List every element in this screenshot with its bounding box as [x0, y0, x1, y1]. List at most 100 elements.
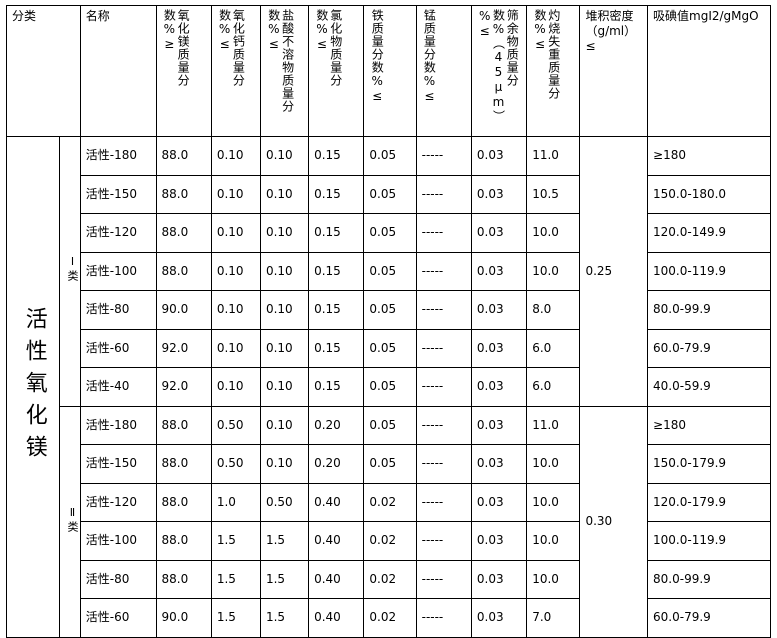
cell-mgo: 88.0 — [155, 251, 212, 291]
cell-product-name: 活性-180 — [79, 136, 157, 176]
table-row: 活性-100 88.0 0.10 0.10 0.15 0.05 ----- 0.03 10.0 1… — [7, 251, 771, 291]
cell-iron: 0.02 — [363, 521, 417, 561]
cell-sieve: 0.03 — [470, 290, 528, 330]
header-bulk-density: 堆积密度（g/ml）≤ — [579, 5, 649, 137]
cell-hcl-insoluble: 0.10 — [259, 367, 310, 407]
cell-chloride: 0.15 — [308, 174, 365, 214]
cell-hcl-insoluble: 0.10 — [259, 251, 310, 291]
cell-hcl-insoluble: 0.10 — [259, 444, 310, 484]
cell-chloride: 0.40 — [308, 598, 365, 638]
cell-iron: 0.05 — [363, 328, 417, 368]
header-chloride-label: 氯化物质量分数%≤ — [314, 9, 343, 87]
cell-manganese: ----- — [415, 328, 472, 368]
header-mgo: 氧化镁质量分数%≥ — [155, 5, 212, 137]
cell-product-name: 活性-120 — [79, 213, 157, 253]
cell-hcl-insoluble: 0.50 — [259, 482, 310, 522]
cell-mgo: 92.0 — [155, 328, 212, 368]
cell-product-name: 活性-150 — [79, 444, 157, 484]
cell-iron: 0.05 — [363, 405, 417, 445]
cell-chloride: 0.20 — [308, 444, 365, 484]
cell-cao: 0.10 — [210, 174, 261, 214]
cell-sieve: 0.03 — [470, 444, 528, 484]
cell-sieve: 0.03 — [470, 521, 528, 561]
cell-manganese: ----- — [415, 405, 472, 445]
cell-mgo: 88.0 — [155, 521, 212, 561]
cell-product-name: 活性-100 — [79, 521, 157, 561]
cell-iron: 0.05 — [363, 290, 417, 330]
cell-class-1: Ⅰ类 — [59, 136, 81, 407]
cell-mgo: 90.0 — [155, 290, 212, 330]
cell-iodine: 100.0-119.9 — [647, 251, 771, 291]
table-row: 活性-80 90.0 0.10 0.10 0.15 0.05 ----- 0.03 8.0 80.… — [7, 290, 771, 330]
cell-iron: 0.05 — [363, 136, 417, 176]
cell-hcl-insoluble: 0.10 — [259, 174, 310, 214]
cell-sieve: 0.03 — [470, 405, 528, 445]
cell-cao: 1.5 — [210, 598, 261, 638]
cell-chloride: 0.40 — [308, 559, 365, 599]
cell-hcl-insoluble: 0.10 — [259, 213, 310, 253]
table-row: 活性-60 90.0 1.5 1.5 0.40 0.02 ----- 0.03 7.0 60.0-… — [7, 598, 771, 638]
cell-iodine: ≥180 — [647, 405, 771, 445]
cell-loss-on-ignition: 10.0 — [526, 482, 581, 522]
cell-manganese: ----- — [415, 136, 472, 176]
table-row: 活性-120 88.0 1.0 0.50 0.40 0.02 ----- 0.03 10.0 12… — [7, 482, 771, 522]
specification-table: 分类 名称 氧化镁质量分数%≥ 氧化钙质量分数%≤ 盐酸不溶物质量分数%≤ 氯化… — [5, 5, 771, 638]
cell-mgo: 88.0 — [155, 482, 212, 522]
cell-loss-on-ignition: 11.0 — [526, 136, 581, 176]
cell-loss-on-ignition: 11.0 — [526, 405, 581, 445]
cell-hcl-insoluble: 1.5 — [259, 559, 310, 599]
cell-mgo: 92.0 — [155, 367, 212, 407]
cell-product-name: 活性-80 — [79, 559, 157, 599]
cell-sieve: 0.03 — [470, 213, 528, 253]
header-category: 分类 — [6, 5, 81, 137]
cell-loss-on-ignition: 10.0 — [526, 213, 581, 253]
table-row: 活性-100 88.0 1.5 1.5 0.40 0.02 ----- 0.03 10.0 100… — [7, 521, 771, 561]
cell-iodine: 40.0-59.9 — [647, 367, 771, 407]
cell-iron: 0.05 — [363, 213, 417, 253]
header-name: 名称 — [79, 5, 157, 137]
cell-cao: 0.10 — [210, 213, 261, 253]
cell-chloride: 0.15 — [308, 328, 365, 368]
cell-iron: 0.05 — [363, 444, 417, 484]
cell-loss-on-ignition: 10.0 — [526, 521, 581, 561]
cell-cao: 0.10 — [210, 136, 261, 176]
cell-manganese: ----- — [415, 251, 472, 291]
class-label: Ⅰ类 — [66, 255, 79, 284]
cell-cao: 0.10 — [210, 328, 261, 368]
header-sieve-label: 筛余物质量分数%（45μm）%≤ — [477, 9, 520, 123]
cell-manganese: ----- — [415, 598, 472, 638]
header-iron-label: 铁质量分数%≤ — [370, 9, 385, 104]
cell-product-name: 活性-60 — [79, 328, 157, 368]
cell-iodine: 120.0-149.9 — [647, 213, 771, 253]
cell-sieve: 0.03 — [470, 367, 528, 407]
cell-mgo: 88.0 — [155, 213, 212, 253]
cell-loss-on-ignition: 8.0 — [526, 290, 581, 330]
cell-cao: 0.10 — [210, 290, 261, 330]
cell-chloride: 0.15 — [308, 136, 365, 176]
cell-hcl-insoluble: 1.5 — [259, 521, 310, 561]
cell-iron: 0.05 — [363, 251, 417, 291]
table-row: 活性-60 92.0 0.10 0.10 0.15 0.05 ----- 0.03 6.0 60.… — [7, 328, 771, 368]
cell-chloride: 0.20 — [308, 405, 365, 445]
header-iron: 铁质量分数%≤ — [363, 5, 417, 137]
cell-cao: 0.50 — [210, 444, 261, 484]
header-loss-on-ignition-label: 灼烧失重质量分数%≤ — [533, 9, 561, 100]
table-row: 活性-150 88.0 0.50 0.10 0.20 0.05 ----- 0.03 10.0 1… — [7, 444, 771, 484]
cell-manganese: ----- — [415, 444, 472, 484]
header-mgo-label: 氧化镁质量分数%≥ — [162, 9, 191, 87]
cell-manganese: ----- — [415, 482, 472, 522]
cell-sieve: 0.03 — [470, 251, 528, 291]
cell-mgo: 90.0 — [155, 598, 212, 638]
cell-manganese: ----- — [415, 213, 472, 253]
cell-loss-on-ignition: 10.0 — [526, 559, 581, 599]
cell-iron: 0.05 — [363, 367, 417, 407]
table-row: 活性-120 88.0 0.10 0.10 0.15 0.05 ----- 0.03 10.0 1… — [7, 213, 771, 253]
cell-manganese: ----- — [415, 521, 472, 561]
cell-iodine: 80.0-99.9 — [647, 559, 771, 599]
cell-manganese: ----- — [415, 559, 472, 599]
cell-cao: 0.50 — [210, 405, 261, 445]
cell-iron: 0.05 — [363, 174, 417, 214]
cell-mgo: 88.0 — [155, 136, 212, 176]
table-row: 活性氧化镁 Ⅰ类 活性-180 88.0 0.10 0.10 0.15 0.05 ----- 0.… — [5, 136, 771, 638]
cell-iodine: 120.0-179.9 — [647, 482, 771, 522]
